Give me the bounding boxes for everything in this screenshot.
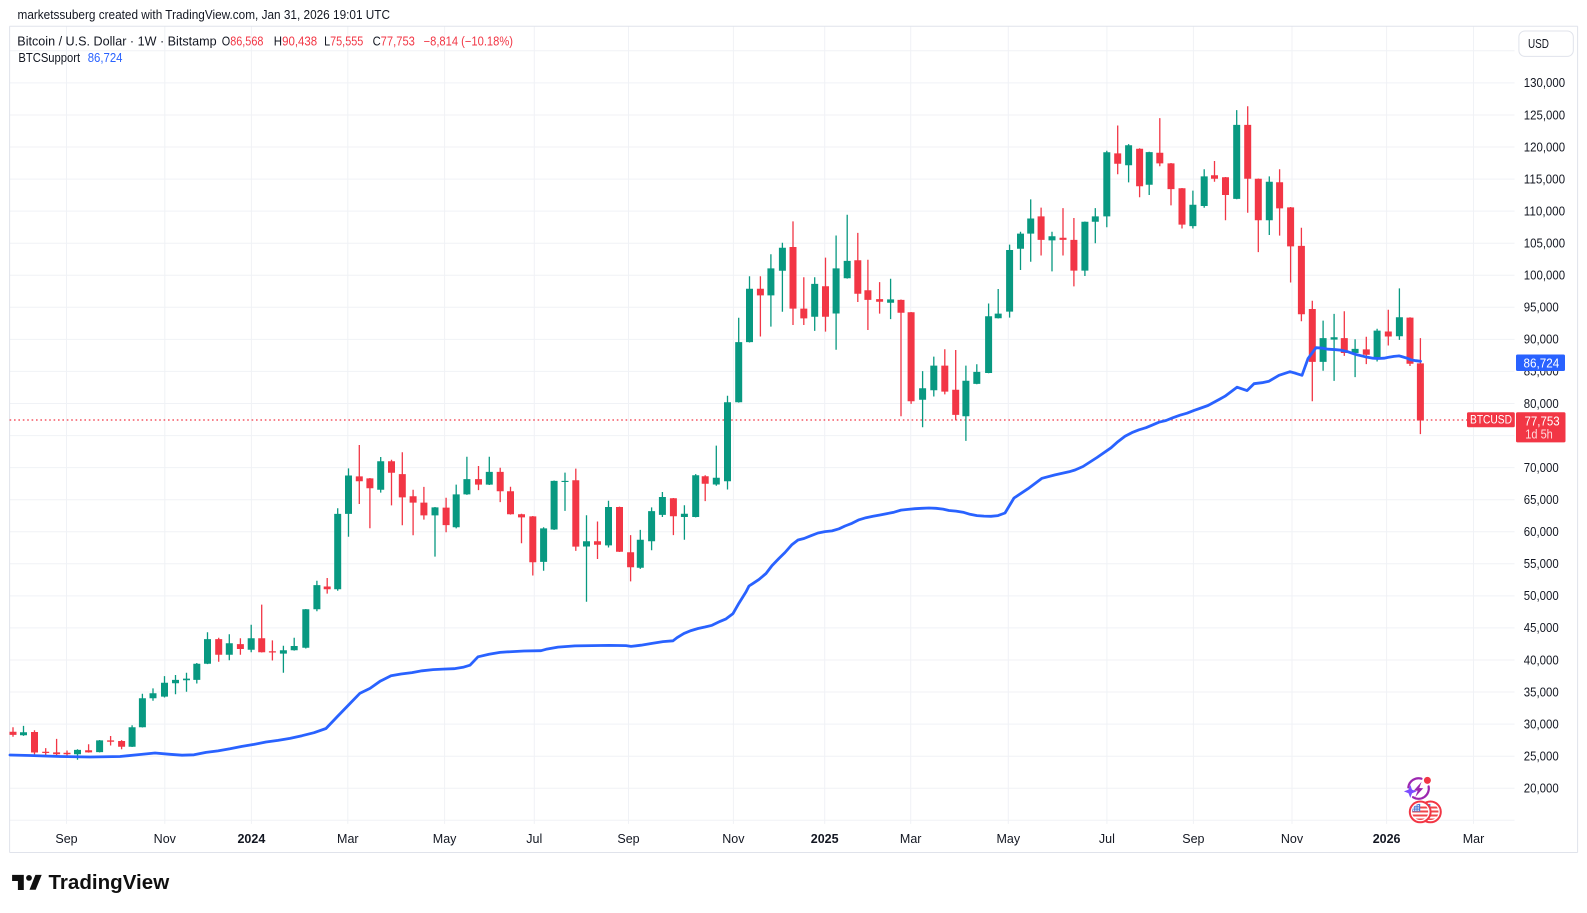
svg-text:Nov: Nov (1281, 832, 1304, 846)
svg-text:Nov: Nov (722, 832, 745, 846)
svg-text:Mar: Mar (1463, 832, 1485, 846)
svg-text:Sep: Sep (55, 832, 77, 846)
svg-text:40,000: 40,000 (1524, 653, 1559, 667)
svg-text:2025: 2025 (811, 832, 839, 846)
svg-text:2024: 2024 (237, 832, 265, 846)
svg-text:86,724: 86,724 (88, 51, 123, 65)
svg-text:May: May (996, 832, 1020, 846)
svg-text:USD: USD (1528, 37, 1549, 51)
svg-text:marketssuberg created with Tra: marketssuberg created with TradingView.c… (18, 8, 391, 22)
svg-text:60,000: 60,000 (1524, 525, 1559, 539)
svg-text:110,000: 110,000 (1524, 204, 1565, 218)
svg-text:25,000: 25,000 (1524, 750, 1559, 764)
svg-text:80,000: 80,000 (1524, 397, 1559, 411)
svg-text:20,000: 20,000 (1524, 782, 1559, 796)
svg-text:Sep: Sep (1182, 832, 1204, 846)
svg-text:L75,555: L75,555 (324, 35, 363, 49)
svg-text:TradingView: TradingView (49, 872, 170, 894)
svg-text:115,000: 115,000 (1524, 172, 1565, 186)
svg-text:65,000: 65,000 (1524, 493, 1559, 507)
svg-text:95,000: 95,000 (1524, 301, 1559, 315)
svg-text:H90,438: H90,438 (274, 35, 317, 49)
svg-text:Nov: Nov (154, 832, 177, 846)
svg-text:86,724: 86,724 (1524, 356, 1560, 370)
svg-text:Mar: Mar (900, 832, 922, 846)
svg-text:120,000: 120,000 (1524, 140, 1565, 154)
svg-text:BTCUSD: BTCUSD (1470, 415, 1512, 427)
svg-text:1d 5h: 1d 5h (1525, 428, 1553, 442)
svg-text:100,000: 100,000 (1524, 269, 1565, 283)
svg-text:77,753: 77,753 (1525, 414, 1560, 428)
svg-text:C77,753: C77,753 (373, 35, 415, 49)
svg-text:−8,814 (−10.18%): −8,814 (−10.18%) (424, 35, 513, 49)
svg-text:Jul: Jul (526, 832, 542, 846)
svg-text:O86,568: O86,568 (222, 35, 264, 49)
svg-text:35,000: 35,000 (1524, 685, 1559, 699)
svg-text:Mar: Mar (337, 832, 359, 846)
svg-text:55,000: 55,000 (1524, 557, 1559, 571)
svg-text:Jul: Jul (1099, 832, 1115, 846)
svg-text:Sep: Sep (617, 832, 639, 846)
svg-text:30,000: 30,000 (1524, 717, 1559, 731)
svg-text:70,000: 70,000 (1524, 461, 1559, 475)
svg-text:130,000: 130,000 (1524, 76, 1565, 90)
svg-text:125,000: 125,000 (1524, 108, 1565, 122)
svg-text:105,000: 105,000 (1524, 237, 1565, 251)
svg-text:90,000: 90,000 (1524, 333, 1559, 347)
svg-text:Bitcoin / U.S. Dollar · 1W · B: Bitcoin / U.S. Dollar · 1W · Bitstamp (17, 35, 216, 49)
svg-text:2026: 2026 (1373, 832, 1401, 846)
svg-text:May: May (433, 832, 457, 846)
svg-text:45,000: 45,000 (1524, 621, 1559, 635)
svg-text:BTCSupport: BTCSupport (18, 51, 80, 65)
svg-text:50,000: 50,000 (1524, 589, 1559, 603)
